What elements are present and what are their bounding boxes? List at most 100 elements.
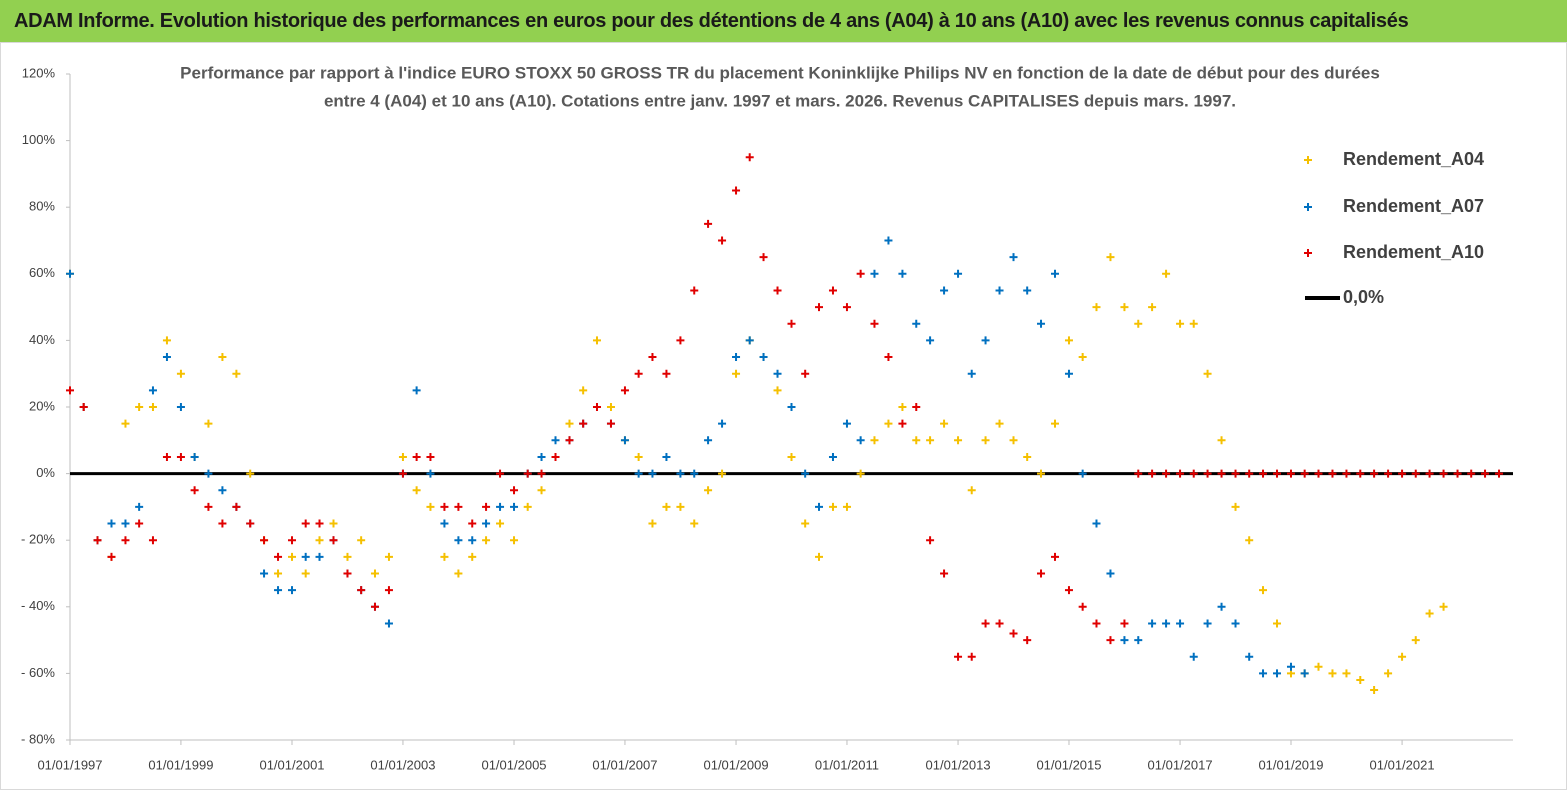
point (384, 586, 393, 595)
point (190, 486, 199, 495)
point (468, 519, 477, 528)
point (1398, 652, 1407, 661)
point (690, 469, 699, 478)
point (676, 336, 685, 345)
point (1356, 676, 1365, 685)
point (1092, 519, 1101, 528)
point (315, 552, 324, 561)
point (1189, 469, 1198, 478)
legend-marker (1304, 203, 1312, 211)
point (1231, 619, 1240, 628)
point (246, 469, 255, 478)
point (343, 569, 352, 578)
point (454, 502, 463, 511)
point (565, 436, 574, 445)
point (1217, 469, 1226, 478)
point (1176, 619, 1185, 628)
point (1189, 652, 1198, 661)
point (648, 469, 657, 478)
point (551, 436, 560, 445)
point (1106, 569, 1115, 578)
point (1245, 536, 1254, 545)
point (801, 519, 810, 528)
point (926, 336, 935, 345)
point (121, 519, 130, 528)
title-bar: ADAM Informe. Evolution historique des p… (0, 0, 1567, 42)
point (579, 386, 588, 395)
y-tick-label: 120% (22, 65, 56, 80)
point (1203, 469, 1212, 478)
x-tick-label: 01/01/2009 (703, 757, 768, 772)
point (232, 502, 241, 511)
point (482, 519, 491, 528)
point (940, 419, 949, 428)
point (1106, 253, 1115, 262)
point (357, 536, 366, 545)
point (912, 403, 921, 411)
y-tick-label: 80% (29, 199, 55, 214)
point (662, 369, 671, 378)
point (523, 502, 532, 511)
point (815, 303, 824, 312)
point (1064, 336, 1073, 345)
point (828, 452, 837, 461)
point (1286, 662, 1295, 671)
point (1203, 369, 1212, 378)
point (1037, 569, 1046, 578)
point (1259, 469, 1268, 478)
point (1231, 502, 1240, 511)
point (606, 403, 615, 411)
point (981, 619, 990, 628)
point (773, 369, 782, 378)
point (954, 652, 963, 661)
point (176, 403, 185, 411)
point (1162, 469, 1171, 478)
point (162, 452, 171, 461)
point (662, 502, 671, 511)
point (1203, 619, 1212, 628)
x-tick-label: 01/01/2005 (481, 757, 546, 772)
point (898, 269, 907, 278)
point (676, 469, 685, 478)
point (898, 419, 907, 428)
point (704, 436, 713, 445)
x-tick-label: 01/01/1997 (37, 757, 102, 772)
legend-marker (1304, 156, 1312, 164)
point (384, 552, 393, 561)
point (1078, 469, 1087, 478)
point (828, 502, 837, 511)
point (1398, 469, 1407, 478)
point (1009, 436, 1018, 445)
point (842, 502, 851, 511)
legend-marker (1304, 249, 1312, 257)
point (620, 386, 629, 395)
point (690, 519, 699, 528)
point (1051, 419, 1059, 428)
point (856, 269, 865, 278)
point (510, 536, 519, 545)
point (1134, 319, 1143, 328)
point (1217, 602, 1226, 611)
point (162, 336, 171, 345)
point (1439, 469, 1448, 478)
point (1370, 469, 1379, 478)
point (412, 452, 421, 461)
point (1273, 469, 1282, 478)
point (121, 536, 130, 545)
point (1120, 636, 1129, 645)
point (343, 552, 352, 561)
x-tick-label: 01/01/2011 (815, 757, 879, 772)
point (995, 419, 1004, 428)
point (954, 436, 963, 445)
point (718, 419, 727, 428)
x-tick-label: 01/01/2007 (592, 757, 657, 772)
y-tick-label: 20% (29, 398, 55, 413)
point (1467, 469, 1476, 478)
point (135, 403, 144, 411)
point (218, 519, 227, 528)
point (426, 452, 435, 461)
point (1328, 469, 1337, 478)
point (315, 536, 324, 545)
point (1481, 469, 1490, 478)
